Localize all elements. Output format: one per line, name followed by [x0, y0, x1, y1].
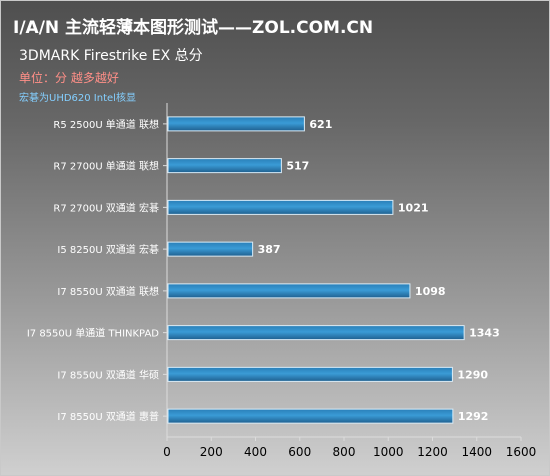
- bar: [167, 241, 254, 257]
- x-tick-label: 0: [163, 445, 171, 459]
- bar: [167, 366, 453, 382]
- data-label: 1343: [469, 327, 500, 340]
- category-label: I7 8550U 双通道 华硕: [57, 368, 159, 381]
- bar: [167, 283, 411, 299]
- x-tick-label: 1600: [506, 445, 537, 459]
- x-tick-label: 1400: [461, 445, 492, 459]
- data-label: 621: [309, 118, 332, 131]
- x-tick-label: 400: [244, 445, 267, 459]
- bar: [167, 116, 305, 132]
- data-label: 1021: [398, 201, 429, 214]
- category-label: R5 2500U 单通道 联想: [53, 118, 159, 131]
- chart-title: I/A/N 主流轻薄本图形测试——ZOL.COM.CN: [13, 18, 374, 38]
- x-tick-label: 200: [200, 445, 223, 459]
- unit-note: 单位：分 越多越好: [19, 71, 119, 85]
- chart-subtitle: 3DMARK Firestrike EX 总分: [19, 48, 203, 64]
- bar: [167, 408, 454, 424]
- data-label: 387: [258, 243, 281, 256]
- category-label: I7 8550U 双通道 联想: [57, 285, 159, 298]
- data-label: 1292: [458, 410, 489, 423]
- bar: [167, 158, 282, 174]
- category-label: R7 2700U 单通道 联想: [53, 160, 159, 173]
- data-label: 517: [286, 160, 309, 173]
- x-tick-label: 1000: [373, 445, 404, 459]
- x-tick-label: 1200: [417, 445, 448, 459]
- data-label: 1290: [457, 368, 488, 381]
- category-label: R7 2700U 双通道 宏碁: [53, 201, 159, 214]
- bar: [167, 325, 465, 341]
- category-label: I5 8250U 双通道 宏碁: [57, 243, 159, 256]
- category-label: I7 8550U 双通道 惠普: [57, 410, 159, 423]
- data-label: 1098: [415, 285, 446, 298]
- category-label: I7 8550U 单通道 THINKPAD: [27, 327, 159, 340]
- bar: [167, 199, 394, 215]
- footnote: 宏碁为UHD620 Intel核显: [19, 93, 136, 104]
- x-tick-label: 600: [288, 445, 311, 459]
- x-tick-label: 800: [333, 445, 356, 459]
